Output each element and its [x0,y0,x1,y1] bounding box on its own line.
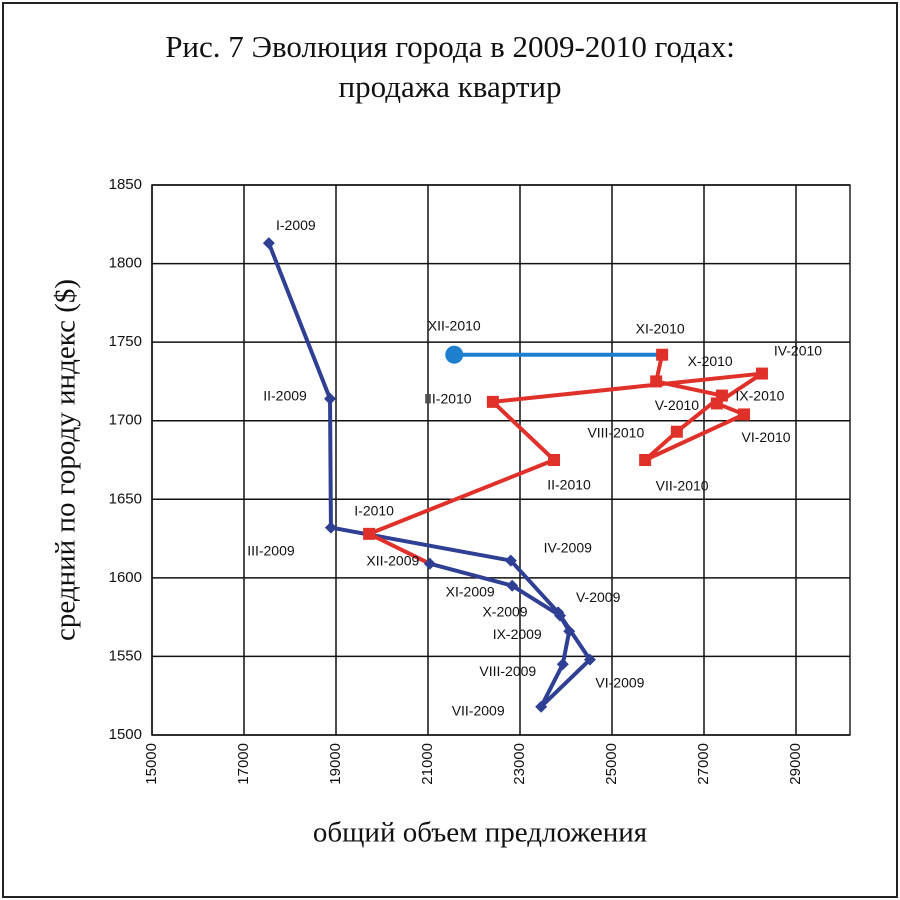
point-label: IV-2010 [774,342,822,358]
point-label: IV-2009 [544,539,592,555]
x-axis-label: общий объем предложения [313,817,647,849]
point [755,367,768,380]
point-label: IX-2010 [735,387,784,403]
x-tick-label: 15000 [143,743,160,785]
connector [368,532,431,566]
point [324,392,337,405]
y-tick-label: 1650 [109,490,142,507]
point [738,408,751,421]
point [423,557,436,570]
point [583,653,596,666]
x-tick-label: 21000 [419,743,436,785]
point-label: XII-2010 [428,317,481,333]
point-label: VII-2010 [656,478,709,494]
y-tick-label: 1800 [109,255,142,272]
point-label: I-2009 [276,217,316,233]
plot-area [151,184,851,736]
point-label: VI-2009 [595,674,644,690]
point-label: IX-2009 [493,626,542,642]
point-label: I-2010 [354,503,394,519]
point-label: VI-2010 [741,429,790,445]
point-label: II-2009 [263,387,307,403]
point [506,579,519,592]
y-axis-label: средний по городу индекс ($) [50,279,82,641]
point-label: VIII-2009 [479,663,536,679]
point [262,237,275,250]
x-tick-label: 25000 [603,743,620,785]
y-tick-label: 1500 [109,726,142,743]
point-label: III-2009 [247,542,295,558]
y-tick-label: 1600 [109,569,142,586]
y-tick-label: 1550 [109,647,142,664]
point-label: X-2010 [688,353,733,369]
chart-title: продажа квартир [339,69,562,104]
point [504,554,517,567]
y-tick-label: 1700 [109,412,142,429]
chart-title: Рис. 7 Эволюция города в 2009-2010 годах… [165,29,735,64]
point [554,609,567,622]
point-label: XI-2009 [446,583,495,599]
point [548,454,561,466]
point-label: XII-2009 [366,552,419,568]
y-tick-label: 1850 [109,176,142,193]
point [563,625,576,638]
y-tick-label: 1750 [109,333,142,350]
x-tick-label: 29000 [787,743,804,785]
point [556,658,569,671]
point [324,521,337,534]
point [650,375,663,388]
point [445,345,464,364]
point [363,527,376,540]
point-label: III-2010 [424,391,472,407]
point-label: II-2010 [547,477,591,493]
point [486,395,499,408]
point [656,348,669,361]
point-label: VIII-2010 [587,424,644,440]
series-line [266,242,592,709]
point-label: X-2009 [482,603,527,619]
point-label: VII-2009 [452,702,505,718]
point-label: V-2010 [655,397,700,413]
point [715,389,728,402]
point [670,425,683,438]
x-tick-label: 23000 [511,743,528,785]
point [639,454,652,466]
x-tick-label: 19000 [327,743,344,785]
point [535,700,548,713]
point-label: V-2009 [576,589,621,605]
point-label: XI-2010 [636,320,685,336]
x-tick-label: 17000 [235,743,252,785]
x-tick-label: 27000 [695,743,712,785]
